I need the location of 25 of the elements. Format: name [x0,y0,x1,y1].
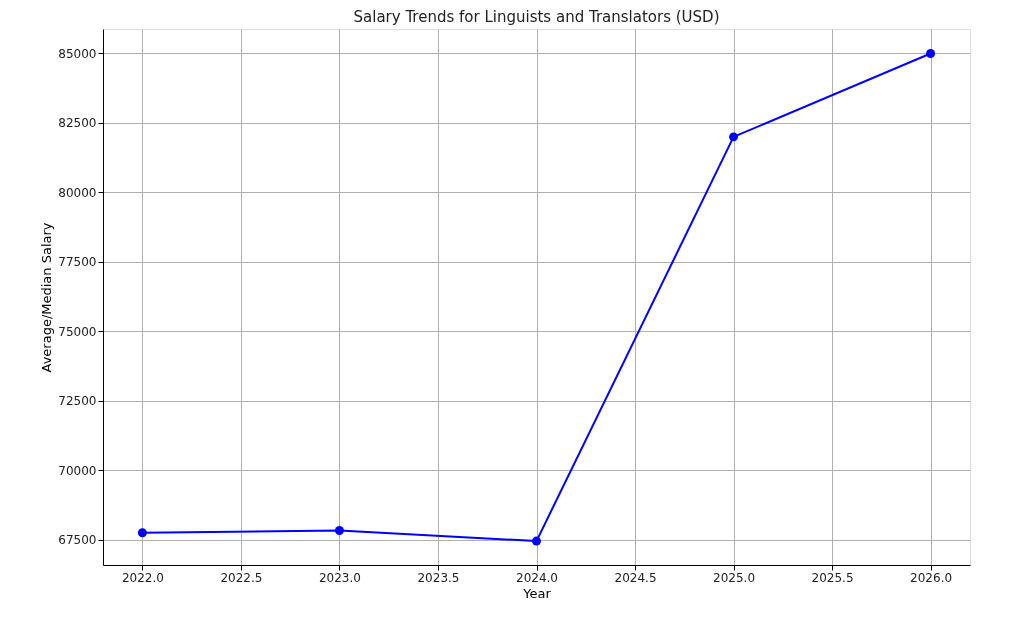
y-tick-label: 72500 [58,394,97,409]
point [532,536,541,546]
point [926,49,936,58]
x-tick-label: 2025.0 [713,570,756,585]
x-tick-label: 2025.5 [811,570,854,585]
chart-title: Salary Trends for Linguists and Translators (USD) [353,8,720,26]
x-tick-label: 2026.0 [910,570,953,585]
y-tick-label: 77500 [58,255,97,270]
y-tick-label: 85000 [58,46,97,61]
y-tick-label: 67500 [58,533,97,548]
y-tick-label: 75000 [58,324,97,339]
x-tick-label: 2023.0 [318,570,361,585]
x-tick-label: 2024.0 [516,570,558,585]
y-tick-label: 80000 [58,185,97,200]
x-axis-title: Year [522,585,552,601]
x-tick-label: 2022.5 [220,570,263,585]
y-tick-label: 70000 [58,463,97,478]
point [137,528,147,538]
y-tick-label: 82500 [58,116,97,131]
point [334,526,344,535]
x-tick-label: 2024.5 [614,570,657,585]
x-tick-label: 2022.0 [121,570,164,585]
x-tick-label: 2023.5 [417,570,460,585]
point [729,132,739,142]
y-axis-title: Average/Median Salary [39,222,55,373]
